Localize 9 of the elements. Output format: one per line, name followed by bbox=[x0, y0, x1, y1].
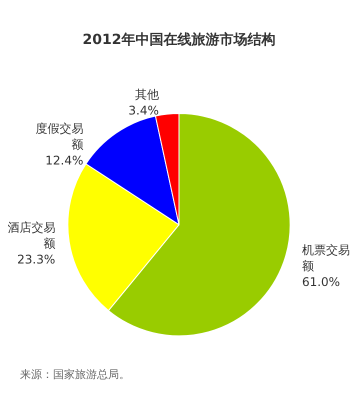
data-label: 23.3% bbox=[17, 252, 56, 266]
slice-label: 度假交易额 bbox=[35, 121, 84, 152]
data-label: 12.4% bbox=[45, 153, 84, 168]
data-label: 3.4% bbox=[128, 103, 159, 118]
source-note: 来源：国家旅游总局。 bbox=[20, 368, 130, 381]
slice-label: 其他 bbox=[134, 87, 159, 102]
chart-title: 2012年中国在线旅游市场结构 bbox=[82, 31, 276, 48]
slice-label: 机票交易额 bbox=[302, 243, 350, 274]
data-label: 61.0% bbox=[302, 275, 340, 290]
